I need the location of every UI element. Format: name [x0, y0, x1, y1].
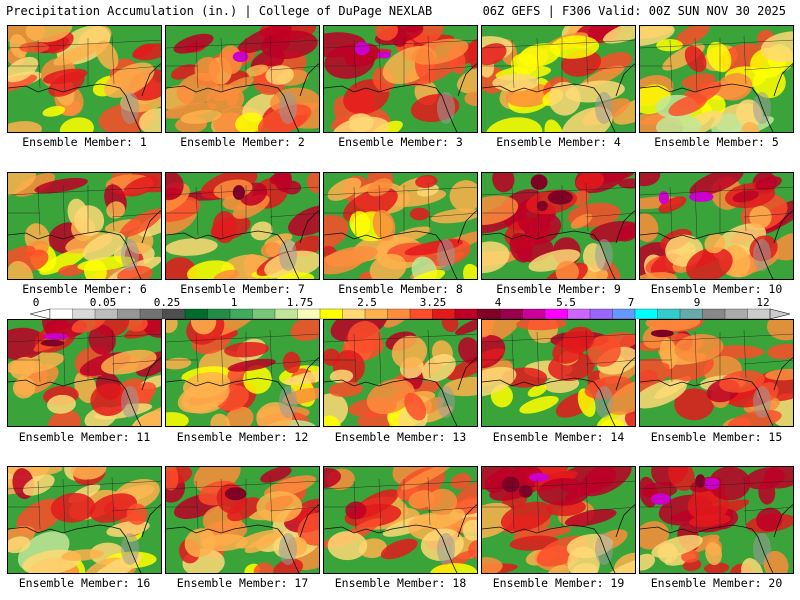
- ensemble-member-label: Ensemble Member: 19: [492, 576, 625, 590]
- colorbar-swatch: [477, 308, 501, 320]
- colorbar-swatch: [387, 308, 411, 320]
- ensemble-member-label: Ensemble Member: 20: [650, 576, 783, 590]
- colorbar-swatch: [634, 308, 658, 320]
- ensemble-member-map: [323, 466, 478, 574]
- ensemble-member-map: [7, 172, 162, 280]
- ensemble-member-map: [165, 172, 320, 280]
- colorbar-tick-label: 3.25: [419, 296, 447, 309]
- colorbar-swatch: [567, 308, 591, 320]
- colorbar-swatch: [72, 308, 96, 320]
- colorbar-left-arrow: [30, 308, 51, 320]
- colorbar-swatch: [117, 308, 141, 320]
- header-valid-time: 06Z GEFS | F306 Valid: 00Z SUN NOV 30 20…: [482, 4, 786, 18]
- colorbar-swatch: [207, 308, 231, 320]
- colorbar-swatch: [184, 308, 208, 320]
- ensemble-member-map: [639, 319, 794, 427]
- ensemble-member-map: [323, 25, 478, 133]
- ensemble-member-label: Ensemble Member: 3: [338, 135, 463, 149]
- colorbar-swatch: [229, 308, 253, 320]
- colorbar-tick-label: 0.05: [89, 296, 117, 309]
- colorbar-swatch: [522, 308, 546, 320]
- colorbar-swatch: [657, 308, 681, 320]
- ensemble-member-map: [639, 466, 794, 574]
- ensemble-member-map: [323, 172, 478, 280]
- ensemble-member-map: [481, 319, 636, 427]
- colorbar-swatch: [432, 308, 456, 320]
- colorbar-tick-label: 4: [494, 296, 502, 309]
- colorbar-swatch: [679, 308, 703, 320]
- color-scale-bar: [30, 308, 790, 320]
- colorbar-swatch: [319, 308, 343, 320]
- ensemble-member-map: [481, 172, 636, 280]
- ensemble-member-map: [7, 466, 162, 574]
- ensemble-member-map: [165, 319, 320, 427]
- header-title: Precipitation Accumulation (in.) | Colle…: [6, 4, 433, 18]
- ensemble-member-map: [165, 466, 320, 574]
- ensemble-member-label: Ensemble Member: 16: [18, 576, 151, 590]
- ensemble-member-label: Ensemble Member: 14: [492, 430, 625, 444]
- ensemble-member-label: Ensemble Member: 7: [180, 282, 305, 296]
- colorbar-swatch: [252, 308, 276, 320]
- ensemble-member-label: Ensemble Member: 13: [334, 430, 467, 444]
- ensemble-member-map: [7, 25, 162, 133]
- colorbar-swatch: [747, 308, 771, 320]
- colorbar-swatch: [342, 308, 366, 320]
- ensemble-member-map: [165, 25, 320, 133]
- ensemble-member-map: [323, 319, 478, 427]
- ensemble-member-map: [639, 172, 794, 280]
- ensemble-member-map: [481, 25, 636, 133]
- ensemble-member-map: [481, 466, 636, 574]
- ensemble-member-label: Ensemble Member: 18: [334, 576, 467, 590]
- colorbar-tick-label: 9: [693, 296, 701, 309]
- ensemble-member-map: [7, 319, 162, 427]
- ensemble-member-label: Ensemble Member: 5: [654, 135, 779, 149]
- ensemble-member-label: Ensemble Member: 8: [338, 282, 463, 296]
- ensemble-member-label: Ensemble Member: 12: [176, 430, 309, 444]
- colorbar-swatch: [49, 308, 73, 320]
- colorbar-tick-label: 1.75: [286, 296, 314, 309]
- colorbar-swatch: [544, 308, 568, 320]
- colorbar-swatch: [702, 308, 726, 320]
- colorbar-right-arrow: [769, 308, 790, 320]
- colorbar-swatch: [499, 308, 523, 320]
- colorbar-tick-label: 0.25: [153, 296, 181, 309]
- ensemble-member-label: Ensemble Member: 11: [18, 430, 151, 444]
- colorbar-swatch: [409, 308, 433, 320]
- colorbar-swatch: [274, 308, 298, 320]
- colorbar-swatch: [724, 308, 748, 320]
- ensemble-member-label: Ensemble Member: 10: [650, 282, 783, 296]
- ensemble-member-label: Ensemble Member: 9: [496, 282, 621, 296]
- colorbar-swatch: [612, 308, 636, 320]
- colorbar-swatch: [139, 308, 163, 320]
- colorbar-swatch: [94, 308, 118, 320]
- ensemble-member-label: Ensemble Member: 17: [176, 576, 309, 590]
- colorbar-tick-label: 2.5: [357, 296, 377, 309]
- ensemble-member-label: Ensemble Member: 2: [180, 135, 305, 149]
- colorbar-swatch: [454, 308, 478, 320]
- colorbar-tick-label: 5.5: [556, 296, 576, 309]
- ensemble-member-label: Ensemble Member: 15: [650, 430, 783, 444]
- colorbar-swatch: [162, 308, 186, 320]
- colorbar-swatch: [297, 308, 321, 320]
- colorbar-swatch: [589, 308, 613, 320]
- colorbar-tick-label: 12: [756, 296, 770, 309]
- colorbar-tick-label: 1: [230, 296, 238, 309]
- colorbar-tick-label: 7: [627, 296, 635, 309]
- ensemble-member-map: [639, 25, 794, 133]
- colorbar-swatch: [364, 308, 388, 320]
- ensemble-member-label: Ensemble Member: 4: [496, 135, 621, 149]
- ensemble-member-label: Ensemble Member: 1: [22, 135, 147, 149]
- ensemble-member-label: Ensemble Member: 6: [22, 282, 147, 296]
- colorbar-tick-label: 0: [32, 296, 40, 309]
